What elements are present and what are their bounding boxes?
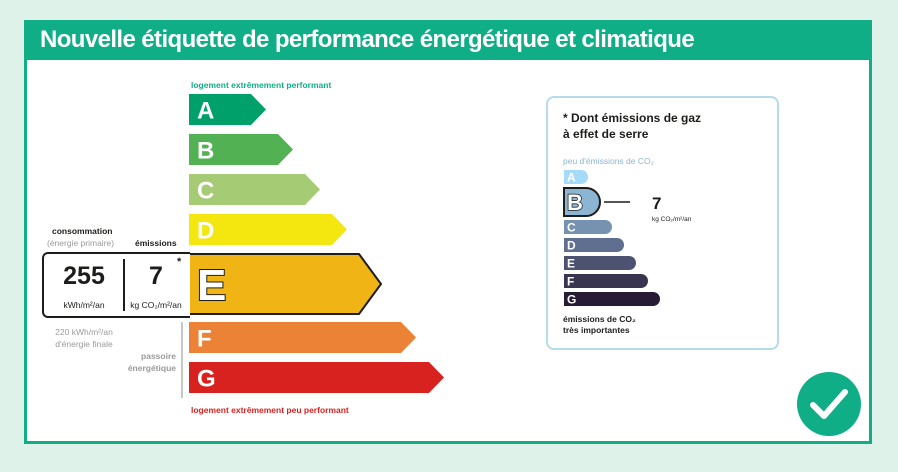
ges-letter-g: G [567, 293, 576, 307]
dpe-class-e: E [188, 253, 383, 315]
dpe-class-d: D [189, 214, 347, 245]
dpe-letter-f: F [197, 326, 212, 353]
ges-bar-g [564, 292, 660, 306]
ges-class-c: C [564, 220, 612, 235]
dpe-letter-e: E [197, 261, 226, 310]
ges-bottom-label: émissions de CO₂ très importantes [563, 314, 636, 336]
dpe-letter-b: B [197, 138, 214, 165]
ges-letter-d: D [567, 239, 576, 253]
ges-title: * Dont émissions de gaz à effet de serre [563, 110, 701, 142]
ges-letter-f: F [567, 275, 574, 289]
consumption-title: consommation [52, 226, 113, 236]
consumption-subtitle: (énergie primaire) [47, 238, 115, 248]
dpe-letter-g: G [197, 366, 216, 393]
emissions-value: 7 [149, 262, 163, 290]
ges-class-d: D [564, 238, 624, 253]
dpe-bar-a [189, 94, 266, 125]
dpe-letter-d: D [197, 218, 214, 245]
ges-letter-e: E [567, 257, 575, 271]
ges-bar-d [564, 238, 624, 252]
passoire-bracket [181, 322, 183, 398]
dpe-letter-c: C [197, 178, 214, 205]
ges-bar-a [564, 170, 588, 184]
dpe-bar-f [189, 322, 416, 353]
ges-letter-a: A [567, 171, 576, 185]
check-mark-icon [810, 389, 848, 419]
page-title: Nouvelle étiquette de performance énergé… [40, 26, 695, 53]
passoire-line1: passoire [141, 351, 176, 361]
box-divider [123, 259, 125, 311]
ges-class-a: A [564, 170, 588, 185]
passoire-line2: énergétique [127, 363, 176, 373]
final-energy-note: 220 kWh/m²/an d'énergie finale [48, 326, 120, 350]
ges-title-line2: à effet de serre [563, 127, 649, 141]
dpe-class-g: G [189, 362, 444, 393]
emissions-title: émissions [135, 238, 177, 248]
final-energy-line2: d'énergie finale [55, 339, 113, 349]
dpe-letter-a: A [197, 98, 214, 125]
ges-title-line1: * Dont émissions de gaz [563, 111, 702, 125]
dpe-class-b: B [189, 134, 293, 165]
consumption-emissions-box [42, 252, 190, 318]
dpe-class-a: A [189, 94, 266, 125]
ges-value: 7 [652, 194, 662, 213]
header-bar: Nouvelle étiquette de performance énergé… [24, 20, 872, 60]
dpe-class-c: C [189, 174, 320, 205]
dpe-top-label: logement extrêmement performant [191, 80, 332, 90]
dpe-bottom-label: logement extrêmement peu performant [191, 405, 349, 415]
dpe-bar-c [189, 174, 320, 205]
ges-bar-b [563, 187, 601, 217]
ges-class-f: F [564, 274, 648, 289]
check-circle-icon [797, 372, 861, 436]
ges-unit: kg CO₂/m²/an [652, 216, 692, 223]
consumption-value: 255 [63, 262, 105, 290]
ges-bottom-line1: émissions de CO₂ [563, 314, 636, 324]
ges-top-label: peu d'émissions de CO₂ [563, 156, 654, 166]
dpe-bar-b [189, 134, 293, 165]
emissions-unit: kg CO₂/m²/an [130, 300, 182, 310]
ges-bar-e [564, 256, 636, 270]
ges-bar-c [564, 220, 612, 234]
passoire-label: passoire énergétique [112, 350, 176, 374]
ges-bottom-line2: très importantes [563, 325, 630, 335]
ges-letter-b: B [567, 190, 583, 215]
ges-class-e: E [564, 256, 636, 271]
dpe-class-f: F [189, 322, 416, 353]
ges-bar-f [564, 274, 648, 288]
final-energy-line1: 220 kWh/m²/an [55, 327, 113, 337]
ges-class-b: B [563, 187, 630, 217]
consumption-unit: kWh/m²/an [63, 300, 105, 310]
dpe-bar-d [189, 214, 347, 245]
asterisk-mark: * [177, 256, 182, 268]
ges-class-g: G [564, 292, 660, 307]
dpe-bar-g [189, 362, 444, 393]
ges-letter-c: C [567, 221, 576, 235]
